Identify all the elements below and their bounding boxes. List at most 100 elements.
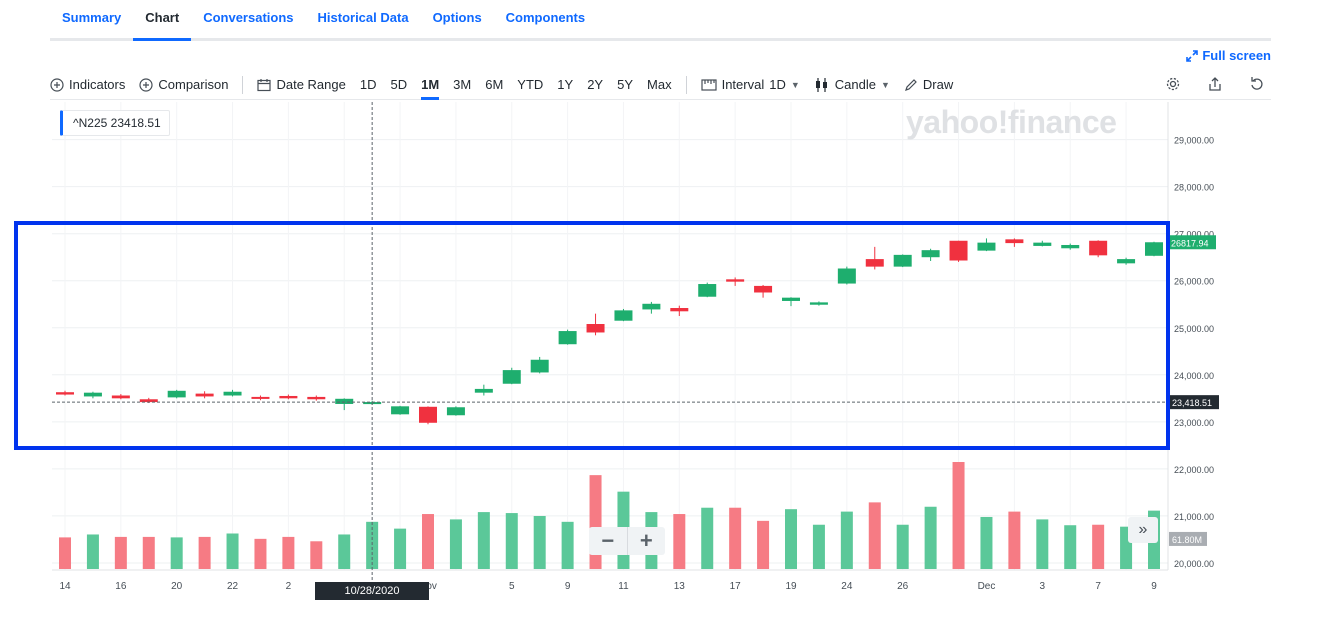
volume-tag-label: 61.80M — [1172, 535, 1202, 545]
candle-body — [419, 406, 437, 423]
comparison-button[interactable]: Comparison — [139, 72, 228, 98]
indicators-button[interactable]: Indicators — [50, 72, 125, 98]
reset-button[interactable] — [1247, 74, 1267, 94]
zoom-out-button[interactable]: − — [601, 528, 615, 553]
date-range-label: Date Range — [276, 77, 346, 92]
candle-body — [1005, 239, 1024, 244]
volume-bar — [394, 528, 407, 569]
x-tick-label: 5 — [509, 581, 515, 592]
x-tick-label: 7 — [1095, 581, 1101, 592]
x-tick-label: 3 — [1040, 581, 1046, 592]
price-tag — [1169, 395, 1219, 410]
y-tick-label: 23,000.00 — [1174, 418, 1214, 428]
volume-bar — [170, 537, 183, 569]
range-selector: 1D 5D 1M 3M 6M YTD 1Y 2Y 5Y Max — [359, 72, 686, 100]
last-close-tag — [1169, 235, 1216, 250]
candle-body — [139, 399, 158, 403]
volume-bar — [980, 516, 993, 569]
volume-bar — [86, 534, 99, 569]
range-3m[interactable]: 3M — [453, 76, 472, 92]
range-5d[interactable]: 5D — [390, 76, 408, 92]
range-ytd[interactable]: YTD — [517, 76, 544, 92]
candle-body — [335, 398, 354, 404]
y-tick-label: 27,000.00 — [1174, 230, 1214, 240]
divider — [685, 75, 687, 94]
scroll-to-latest-button[interactable]: » — [1128, 517, 1158, 543]
double-chevron-right-icon: » — [1138, 521, 1148, 538]
fullscreen-label: Full screen — [1202, 48, 1271, 63]
candle-body — [502, 370, 521, 384]
tab-components[interactable]: Components — [505, 10, 586, 25]
candle-body — [782, 297, 800, 301]
x-tick-label: 26 — [897, 581, 909, 592]
series-legend[interactable]: ^N225 23418.51 — [60, 110, 170, 136]
volume-bar — [422, 514, 434, 569]
candle-body — [754, 285, 773, 293]
volume-bar — [701, 507, 714, 569]
range-5y[interactable]: 5Y — [617, 76, 634, 92]
candle-body — [921, 250, 940, 258]
pencil-icon — [904, 78, 917, 91]
volume-bar — [868, 502, 881, 569]
range-2y[interactable]: 2Y — [587, 76, 604, 92]
interval-value: 1D — [769, 77, 786, 92]
volume-tag — [1169, 531, 1207, 546]
candle-body — [1117, 259, 1136, 264]
range-6m[interactable]: 6M — [485, 76, 504, 92]
volume-bar — [198, 536, 211, 569]
draw-button[interactable]: Draw — [904, 72, 953, 98]
volume-bar — [226, 533, 239, 569]
x-tick-label: 16 — [115, 581, 127, 592]
volume-bar — [114, 536, 127, 569]
candle-body — [558, 331, 577, 345]
volume-bar — [449, 519, 462, 569]
chart-toolbar: Indicators Comparison Date Range 1D 5D 1M 3… — [50, 70, 1271, 100]
range-1y[interactable]: 1Y — [557, 76, 574, 92]
volume-bar — [896, 524, 909, 569]
range-1m[interactable]: 1M — [421, 72, 440, 100]
x-tick-label: 24 — [841, 581, 853, 592]
y-tick-label: 26,000.00 — [1174, 277, 1214, 287]
price-tag-label: 23,418.51 — [1172, 398, 1212, 408]
volume-bar — [1036, 519, 1049, 569]
highlight-box — [14, 221, 1170, 450]
volume-bar — [59, 537, 71, 569]
fullscreen-button[interactable]: Full screen — [1186, 48, 1271, 63]
y-tick-label: 21,000.00 — [1174, 512, 1214, 522]
candle-body — [391, 406, 410, 415]
expand-icon — [1186, 49, 1199, 62]
candle-body — [446, 407, 465, 416]
tab-historical-data[interactable]: Historical Data — [317, 10, 409, 25]
tab-summary[interactable]: Summary — [62, 10, 122, 25]
candle-body — [279, 395, 298, 399]
divider — [242, 75, 244, 94]
volume-bar — [673, 514, 686, 569]
share-button[interactable] — [1205, 74, 1225, 94]
range-1d[interactable]: 1D — [359, 76, 377, 92]
date-range-button[interactable]: Date Range — [257, 72, 346, 98]
chart-style-button[interactable]: Candle ▼ — [814, 72, 890, 98]
tab-chart[interactable]: Chart — [133, 0, 192, 41]
volume-bar — [282, 536, 295, 569]
candle-body — [977, 242, 996, 251]
tab-conversations[interactable]: Conversations — [203, 10, 294, 25]
volume-bar — [840, 511, 853, 569]
interval-button[interactable]: Interval 1D ▼ — [700, 72, 800, 98]
candle-body — [251, 396, 270, 399]
candle-body — [642, 303, 661, 310]
plus-circle-icon — [50, 77, 64, 92]
volume-bar — [338, 534, 351, 569]
candle-body — [1145, 242, 1163, 256]
candle-body — [1089, 240, 1108, 256]
tab-options[interactable]: Options — [432, 10, 482, 25]
range-max[interactable]: Max — [647, 76, 672, 92]
x-tick-label: 9 — [565, 581, 571, 592]
zoom-in-button[interactable]: + — [626, 527, 666, 555]
volume-bar — [812, 524, 825, 569]
yahoo-finance-watermark: yahoo!finance — [906, 104, 1117, 140]
y-tick-label: 25,000.00 — [1174, 324, 1214, 334]
x-tick-label: 9 — [1151, 581, 1157, 592]
legend-symbol: ^N225 — [73, 116, 108, 130]
settings-button[interactable] — [1163, 74, 1183, 94]
